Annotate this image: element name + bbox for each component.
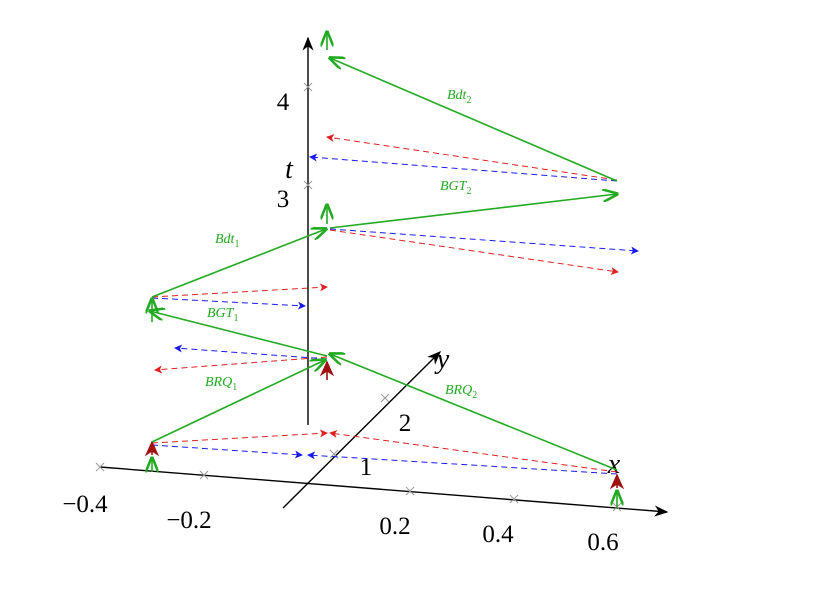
edge-label: Bdt2 bbox=[447, 88, 471, 106]
y-tick-label: 2 bbox=[399, 410, 412, 437]
edge-label: BGT2 bbox=[440, 179, 471, 197]
dashed-arrows bbox=[151, 134, 639, 475]
x-tick-label: 0.6 bbox=[587, 529, 618, 556]
t-tick-label: 4 bbox=[277, 89, 290, 116]
y-axis bbox=[282, 351, 441, 509]
edge-label: BRQ2 bbox=[445, 383, 477, 401]
y-axis-label: y bbox=[434, 344, 450, 375]
edge-name: BRQ bbox=[205, 375, 232, 390]
edge-subscript: 1 bbox=[234, 239, 239, 250]
x-tick-label: −0.4 bbox=[62, 491, 108, 518]
t-tick-label: 3 bbox=[277, 186, 290, 213]
edge-subscript: 1 bbox=[233, 313, 238, 324]
edge-name: BGT bbox=[440, 179, 468, 194]
edge-name: BRQ bbox=[445, 383, 472, 398]
edge-name: Bdt bbox=[447, 88, 468, 103]
green-edges bbox=[150, 58, 617, 471]
edge-subscript: 2 bbox=[472, 390, 477, 401]
x-axis bbox=[99, 466, 669, 517]
edge-subscript: 2 bbox=[466, 95, 471, 106]
edge-label: BRQ1 bbox=[205, 375, 237, 393]
x-axis-label: x bbox=[607, 449, 621, 480]
x-tick-label: −0.2 bbox=[166, 507, 211, 534]
edge-name: BGT bbox=[207, 306, 235, 321]
t-axis-label: t bbox=[285, 154, 294, 185]
x-tick-label: 0.2 bbox=[379, 513, 410, 540]
edge-subscript: 1 bbox=[232, 382, 237, 393]
edge-label: Bdt1 bbox=[215, 232, 239, 250]
edge-name: Bdt bbox=[215, 232, 236, 247]
x-tick-label: 0.4 bbox=[482, 521, 514, 548]
edge-label: BGT1 bbox=[207, 306, 238, 324]
axes bbox=[95, 36, 669, 517]
edge-subscript: 2 bbox=[466, 186, 471, 197]
y-tick-label: 1 bbox=[360, 454, 373, 481]
